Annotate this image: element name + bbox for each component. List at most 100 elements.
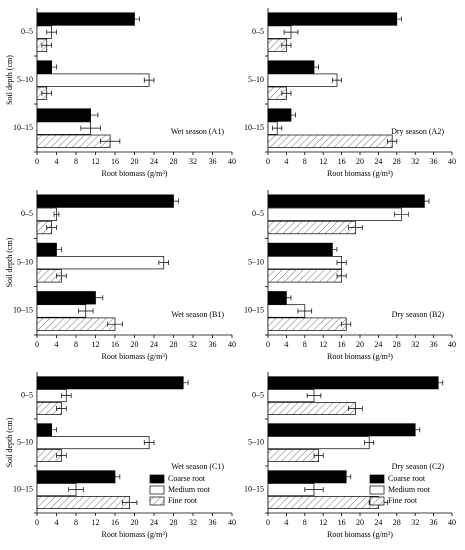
x-tick-label: 0 bbox=[35, 157, 39, 166]
legend-label: Fine root bbox=[388, 496, 418, 505]
bar bbox=[267, 220, 356, 235]
x-tick-label: 16 bbox=[338, 518, 346, 527]
x-tick-label: 20 bbox=[356, 518, 364, 527]
y-tick-label: 0–5 bbox=[21, 390, 33, 399]
error-bar bbox=[297, 308, 313, 314]
panel-label: Wet season (A1) bbox=[171, 127, 224, 136]
error-bar bbox=[336, 273, 347, 279]
error-bar bbox=[41, 90, 52, 96]
x-tick-label: 8 bbox=[303, 518, 307, 527]
y-tick-label: 0–5 bbox=[21, 27, 33, 36]
error-bar bbox=[53, 211, 60, 217]
bar bbox=[267, 194, 425, 208]
x-tick-label: 36 bbox=[209, 340, 217, 349]
error-bar bbox=[327, 246, 338, 252]
legend-label: Fine root bbox=[168, 496, 198, 505]
error-bar bbox=[364, 440, 375, 446]
x-tick-label: 0 bbox=[266, 518, 270, 527]
x-tick-label: 16 bbox=[111, 518, 119, 527]
x-tick-label: 28 bbox=[393, 157, 401, 166]
bar bbox=[36, 291, 96, 305]
x-tick-label: 12 bbox=[92, 340, 100, 349]
x-tick-label: 0 bbox=[266, 157, 270, 166]
y-tick-label: 5–10 bbox=[248, 75, 264, 84]
y-tick-label: 10–15 bbox=[244, 306, 264, 315]
y-tick-label: 10–15 bbox=[13, 306, 33, 315]
error-bar bbox=[87, 295, 104, 301]
bar bbox=[267, 470, 347, 484]
error-bar bbox=[309, 64, 319, 70]
error-bar bbox=[56, 273, 67, 279]
error-bar bbox=[281, 42, 292, 48]
x-tick-label: 24 bbox=[374, 157, 382, 166]
x-tick-label: 20 bbox=[131, 157, 139, 166]
bar bbox=[267, 269, 342, 283]
x-tick-label: 8 bbox=[74, 518, 78, 527]
x-tick-label: 32 bbox=[189, 340, 197, 349]
bar bbox=[267, 449, 319, 462]
x-tick-label: 24 bbox=[150, 518, 158, 527]
x-tick-label: 8 bbox=[303, 340, 307, 349]
x-tick-label: 0 bbox=[35, 518, 39, 527]
y-tick-label: 5–10 bbox=[17, 75, 33, 84]
x-tick-label: 0 bbox=[35, 340, 39, 349]
x-tick-label: 4 bbox=[284, 518, 288, 527]
x-tick-label: 20 bbox=[131, 340, 139, 349]
bar bbox=[267, 134, 393, 148]
error-bar bbox=[109, 474, 121, 480]
x-tick-label: 32 bbox=[189, 518, 197, 527]
bar bbox=[36, 317, 116, 331]
error-bar bbox=[341, 474, 352, 480]
error-bar bbox=[78, 308, 94, 314]
y-tick-label: 10–15 bbox=[244, 484, 264, 493]
bar bbox=[267, 496, 379, 509]
error-bar bbox=[419, 198, 430, 204]
error-bar bbox=[143, 440, 155, 446]
x-tick-label: 40 bbox=[228, 340, 236, 349]
error-bar bbox=[46, 64, 57, 70]
error-bar bbox=[410, 427, 421, 433]
error-bar bbox=[41, 42, 52, 48]
bar bbox=[267, 423, 416, 437]
error-bar bbox=[394, 211, 409, 217]
x-tick-label: 8 bbox=[303, 157, 307, 166]
x-tick-label: 12 bbox=[92, 518, 100, 527]
error-bar bbox=[121, 499, 138, 505]
x-tick-label: 40 bbox=[448, 518, 456, 527]
x-tick-label: 24 bbox=[150, 157, 158, 166]
bar bbox=[36, 207, 57, 221]
error-bar bbox=[56, 405, 67, 411]
x-tick-label: 36 bbox=[430, 340, 438, 349]
error-bar bbox=[281, 295, 292, 301]
x-axis-label: Root biomass (g/m³) bbox=[327, 169, 393, 178]
x-tick-label: 16 bbox=[111, 157, 119, 166]
y-tick-label: 5–10 bbox=[248, 257, 264, 266]
x-tick-label: 12 bbox=[319, 157, 327, 166]
bar bbox=[267, 402, 356, 415]
error-bar bbox=[332, 77, 342, 83]
x-tick-label: 4 bbox=[55, 340, 59, 349]
x-tick-label: 8 bbox=[74, 340, 78, 349]
bar bbox=[36, 12, 135, 26]
x-tick-label: 40 bbox=[228, 157, 236, 166]
x-axis-label: Root biomass (g/m³) bbox=[102, 530, 168, 539]
error-bar bbox=[82, 112, 99, 118]
y-tick-label: 0–5 bbox=[252, 390, 264, 399]
x-axis-label: Root biomass (g/m³) bbox=[327, 530, 393, 539]
error-bar bbox=[46, 225, 57, 231]
x-tick-label: 36 bbox=[209, 157, 217, 166]
y-tick-label: 10–15 bbox=[13, 484, 33, 493]
panel-label: Wet season (B1) bbox=[171, 310, 224, 319]
y-tick-label: 0–5 bbox=[21, 209, 33, 218]
y-tick-label: 0–5 bbox=[252, 27, 264, 36]
x-axis-label: Root biomass (g/m³) bbox=[102, 352, 168, 361]
error-bar bbox=[313, 452, 324, 458]
x-tick-label: 40 bbox=[228, 518, 236, 527]
legend-swatch bbox=[369, 496, 385, 506]
legend-swatch bbox=[149, 496, 165, 506]
x-tick-label: 40 bbox=[448, 340, 456, 349]
x-tick-label: 28 bbox=[393, 518, 401, 527]
error-bar bbox=[143, 77, 155, 83]
x-tick-label: 36 bbox=[430, 157, 438, 166]
